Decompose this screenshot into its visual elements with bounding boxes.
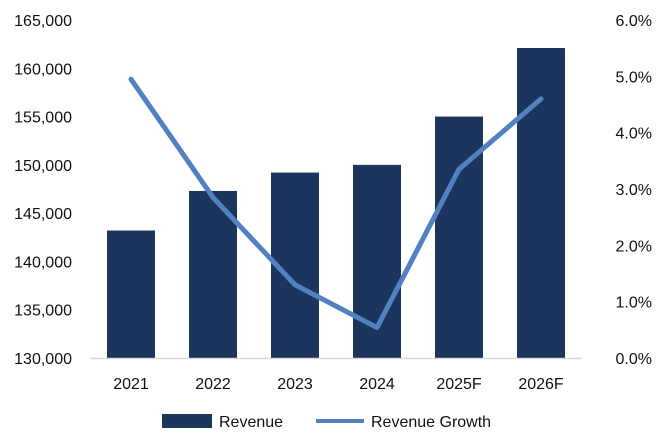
x-axis-tick-label: 2021 (113, 376, 149, 393)
revenue-bar (517, 48, 565, 359)
revenue-growth-line-group (128, 76, 544, 331)
revenue-growth-line (128, 76, 544, 331)
right-axis-tick-label: 2.0% (616, 238, 652, 255)
left-axis-tick-label: 165,000 (14, 13, 72, 30)
legend-label-revenue: Revenue (219, 414, 283, 431)
right-axis-tick-label: 1.0% (616, 295, 652, 312)
right-axis-ticks: 0.0% 1.0% 2.0% 3.0% 4.0% 5.0% 6.0% (616, 13, 652, 368)
right-axis-tick-label: 6.0% (616, 13, 652, 30)
right-axis-tick-label: 4.0% (616, 126, 652, 143)
revenue-bars (107, 48, 565, 359)
right-axis-tick-label: 3.0% (616, 182, 652, 199)
legend-label-revenue-growth: Revenue Growth (371, 414, 491, 431)
left-axis-tick-label: 130,000 (14, 351, 72, 368)
revenue-bar (189, 190, 237, 358)
left-axis-tick-label: 145,000 (14, 206, 72, 223)
left-axis-ticks: 130,000 135,000 140,000 145,000 150,000 155,0… (14, 13, 72, 368)
left-axis-tick-label: 140,000 (14, 254, 72, 271)
x-axis-tick-label: 2026F (518, 376, 564, 393)
legend-swatch-revenue (162, 414, 212, 428)
legend: Revenue Revenue Growth (162, 414, 491, 431)
x-axis-tick-label: 2023 (277, 376, 313, 393)
left-axis-tick-label: 135,000 (14, 303, 72, 320)
left-axis-tick-label: 160,000 (14, 61, 72, 78)
x-axis-tick-label: 2022 (195, 376, 231, 393)
revenue-bar (107, 230, 155, 358)
x-axis-tick-label: 2024 (359, 376, 395, 393)
x-axis-tick-label: 2025F (436, 376, 482, 393)
left-axis-tick-label: 150,000 (14, 158, 72, 175)
right-axis-tick-label: 5.0% (616, 69, 652, 86)
left-axis-tick-label: 155,000 (14, 110, 72, 127)
right-axis-tick-label: 0.0% (616, 351, 652, 368)
x-axis-ticks: 2021 2022 2023 2024 2025F 2026F (113, 376, 564, 393)
